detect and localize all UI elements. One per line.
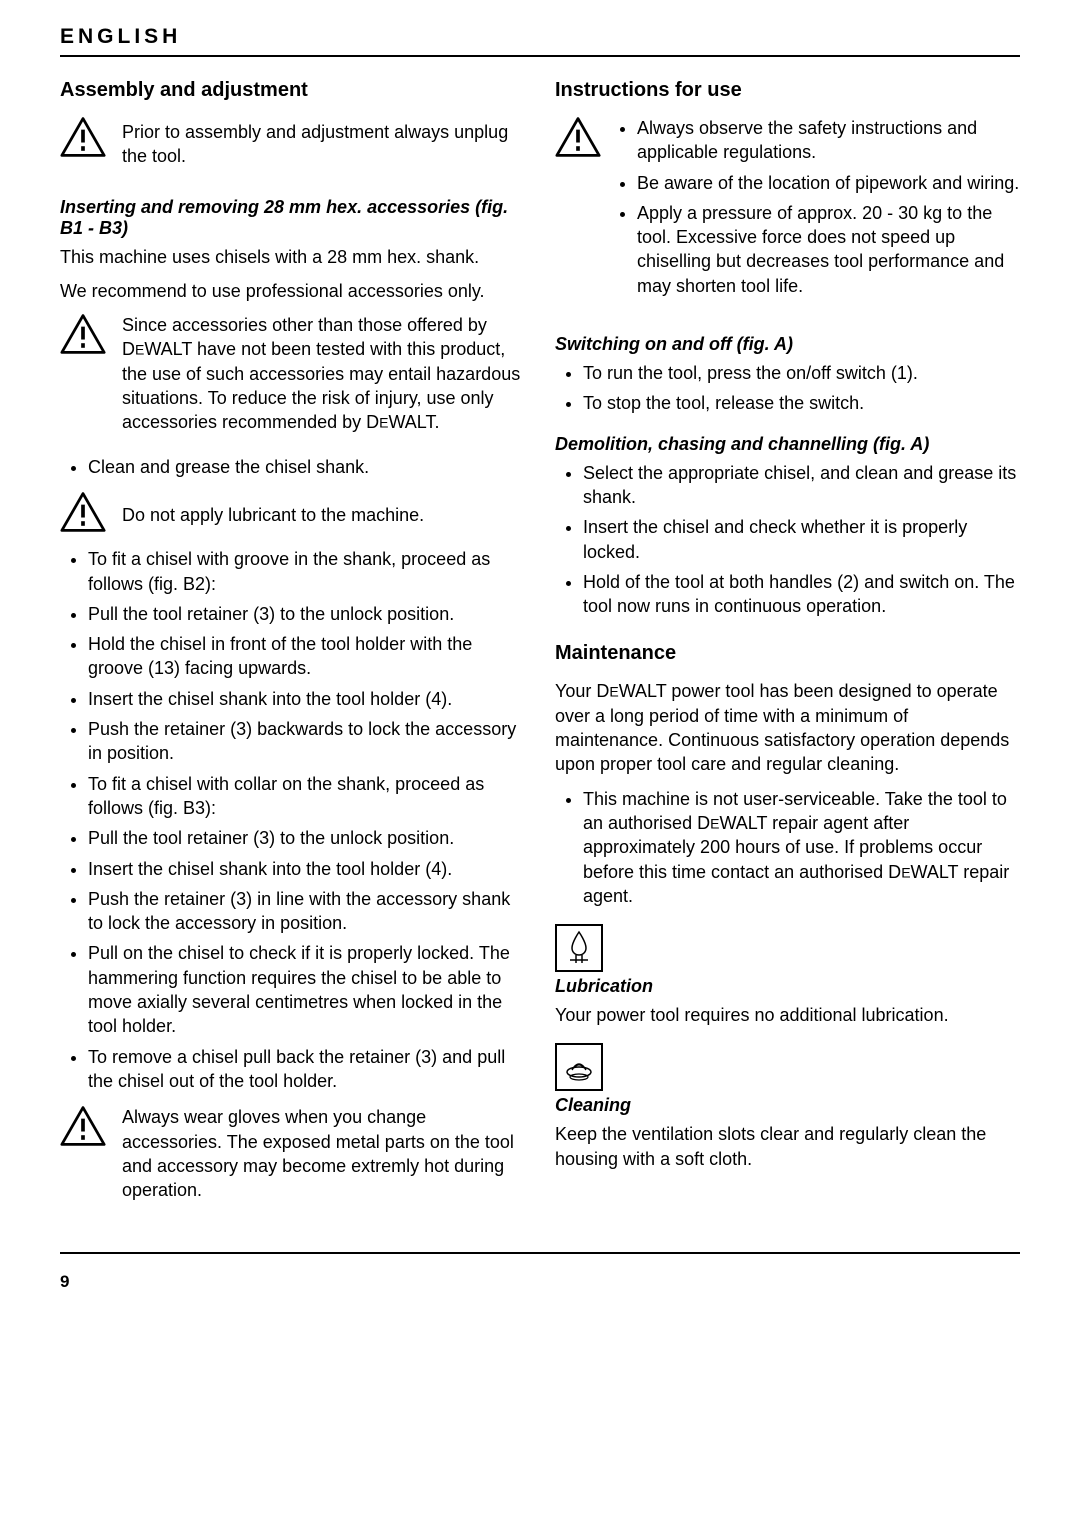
text-part: WALT.	[388, 412, 439, 432]
bullet-list: This machine is not user-serviceable. Ta…	[555, 787, 1020, 908]
list-item: To fit a chisel with collar on the shank…	[88, 772, 525, 821]
paragraph-cleaning: Keep the ventilation slots clear and reg…	[555, 1122, 1020, 1171]
text-part: WALT power tool has been designed to ope…	[555, 681, 1009, 774]
language-header: ENGLISH	[60, 25, 1020, 57]
list-item: Hold of the tool at both handles (2) and…	[583, 570, 1020, 619]
list-item: This machine is not user-serviceable. Ta…	[583, 787, 1020, 908]
smallcap-e: E	[135, 342, 144, 358]
list-item: Pull the tool retainer (3) to the unlock…	[88, 826, 525, 850]
manual-page: ENGLISH Assembly and adjustment Prior to…	[0, 0, 1080, 1322]
cleaning-icon-box	[555, 1043, 603, 1091]
warning-text: Since accessories other than those offer…	[122, 313, 525, 434]
heading-cleaning: Cleaning	[555, 1095, 1020, 1116]
bullet-list: Clean and grease the chisel shank.	[60, 455, 525, 479]
list-item: To fit a chisel with groove in the shank…	[88, 547, 525, 596]
heading-maintenance: Maintenance	[555, 642, 1020, 665]
right-column: Instructions for use Always observe the …	[555, 79, 1020, 1222]
list-item: Always observe the safety instructions a…	[637, 116, 1020, 165]
list-item: Apply a pressure of approx. 20 - 30 kg t…	[637, 201, 1020, 298]
warning-accessories: Since accessories other than those offer…	[60, 313, 525, 444]
paragraph-lubrication: Your power tool requires no additional l…	[555, 1003, 1020, 1027]
warning-text: Prior to assembly and adjustment always …	[122, 120, 525, 169]
heading-inserting: Inserting and removing 28 mm hex. access…	[60, 197, 525, 239]
list-item: Push the retainer (3) backwards to lock …	[88, 717, 525, 766]
text-part: WALT have not been tested with this prod…	[122, 339, 520, 432]
lubrication-icon-box	[555, 924, 603, 972]
brush-icon	[562, 1050, 596, 1084]
warning-icon	[555, 116, 601, 158]
page-footer: 9	[60, 1252, 1020, 1292]
smallcap-e: E	[901, 864, 910, 880]
smallcap-e: E	[609, 684, 618, 700]
bullet-list: To run the tool, press the on/off switch…	[555, 361, 1020, 416]
list-item: Insert the chisel and check whether it i…	[583, 515, 1020, 564]
bullet-list: Select the appropriate chisel, and clean…	[555, 461, 1020, 619]
oil-drop-icon	[564, 930, 594, 966]
warning-unplug: Prior to assembly and adjustment always …	[60, 116, 525, 179]
heading-instructions: Instructions for use	[555, 79, 1020, 102]
list-item: Pull on the chisel to check if it is pro…	[88, 941, 525, 1038]
content-columns: Assembly and adjustment Prior to assembl…	[60, 79, 1020, 1222]
warning-instructions: Always observe the safety instructions a…	[555, 116, 1020, 316]
warning-text: Do not apply lubricant to the machine.	[122, 503, 424, 527]
list-item: Push the retainer (3) in line with the a…	[88, 887, 525, 936]
bullet-list: Always observe the safety instructions a…	[617, 116, 1020, 304]
warning-icon	[60, 1105, 106, 1147]
list-item: Select the appropriate chisel, and clean…	[583, 461, 1020, 510]
warning-icon	[60, 313, 106, 355]
text-part: Your D	[555, 681, 609, 701]
list-item: Pull the tool retainer (3) to the unlock…	[88, 602, 525, 626]
list-item: To stop the tool, release the switch.	[583, 391, 1020, 415]
page-number: 9	[60, 1272, 69, 1291]
bullet-list: To fit a chisel with groove in the shank…	[60, 547, 525, 1093]
paragraph-machine: This machine uses chisels with a 28 mm h…	[60, 245, 525, 269]
warning-lubricant: Do not apply lubricant to the machine.	[60, 491, 525, 537]
left-column: Assembly and adjustment Prior to assembl…	[60, 79, 525, 1222]
paragraph-recommend: We recommend to use professional accesso…	[60, 279, 525, 303]
warning-gloves: Always wear gloves when you change acces…	[60, 1105, 525, 1212]
heading-assembly: Assembly and adjustment	[60, 79, 525, 102]
list-item: To run the tool, press the on/off switch…	[583, 361, 1020, 385]
list-item: Be aware of the location of pipework and…	[637, 171, 1020, 195]
list-item: Insert the chisel shank into the tool ho…	[88, 687, 525, 711]
list-item: To remove a chisel pull back the retaine…	[88, 1045, 525, 1094]
heading-demolition: Demolition, chasing and channelling (fig…	[555, 434, 1020, 455]
warning-icon	[60, 116, 106, 158]
warning-icon	[60, 491, 106, 533]
warning-text: Always wear gloves when you change acces…	[122, 1105, 525, 1202]
list-item: Insert the chisel shank into the tool ho…	[88, 857, 525, 881]
list-item: Hold the chisel in front of the tool hol…	[88, 632, 525, 681]
heading-lubrication: Lubrication	[555, 976, 1020, 997]
paragraph-maintenance: Your DEWALT power tool has been designed…	[555, 679, 1020, 776]
heading-switching: Switching on and off (fig. A)	[555, 334, 1020, 355]
list-item: Clean and grease the chisel shank.	[88, 455, 525, 479]
